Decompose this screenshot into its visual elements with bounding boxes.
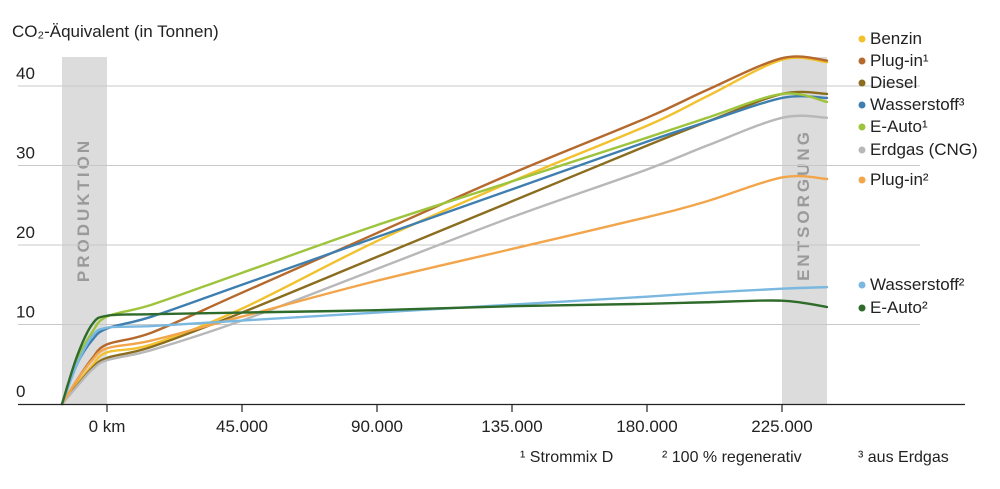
legend-label: E-Auto²	[870, 298, 928, 317]
legend-item: Wasserstoff³	[858, 95, 965, 114]
series-line-diesel	[60, 90, 829, 406]
x-axis-ticks: 0 km 45.000 90.000 135.000 180.000 225.000	[89, 404, 813, 436]
legend-item: Benzin	[858, 29, 922, 48]
legend-label: Plug-in¹	[870, 51, 929, 70]
y-tick-label: 30	[16, 144, 35, 163]
legend-marker	[858, 176, 866, 184]
legend-marker	[858, 281, 866, 289]
legend-label: E-Auto¹	[870, 117, 928, 136]
y-axis-label: CO₂-Äquivalent (in Tonnen)	[12, 22, 219, 41]
x-tick-label: 0 km	[89, 417, 126, 436]
y-tick-label: 0	[16, 382, 25, 401]
legend: Benzin Plug-in¹ Diesel Wasserstoff³ E-Auto¹ E…	[858, 29, 978, 317]
y-tick-label: 40	[16, 64, 35, 83]
legend-marker	[858, 57, 866, 65]
legend-marker	[858, 304, 866, 312]
band-label-produktion: PRODUKTION	[74, 138, 93, 282]
legend-marker	[858, 79, 866, 87]
series-lines	[60, 55, 829, 406]
legend-marker	[858, 35, 866, 43]
y-tick-label: 20	[16, 223, 35, 242]
shaded-bands: PRODUKTION ENTSORGUNG	[62, 57, 827, 404]
series-line-e-auto-	[60, 299, 829, 406]
band-label-entsorgung: ENTSORGUNG	[794, 129, 813, 281]
legend-item: Plug-in¹	[858, 51, 929, 70]
legend-label: Wasserstoff²	[870, 275, 965, 294]
y-axis-ticks: 0 10 20 30 40	[16, 64, 35, 401]
x-tick-label: 135.000	[481, 417, 542, 436]
y-tick-label: 10	[16, 303, 35, 322]
legend-item: E-Auto¹	[858, 117, 928, 136]
x-tick-label: 90.000	[351, 417, 403, 436]
x-tick-label: 45.000	[216, 417, 268, 436]
legend-marker	[858, 146, 866, 154]
legend-label: Erdgas (CNG)	[870, 140, 978, 159]
series-line-benzin	[60, 56, 829, 406]
legend-marker	[858, 123, 866, 131]
legend-label: Wasserstoff³	[870, 95, 965, 114]
x-tick-label: 225.000	[751, 417, 812, 436]
series-line-erdgas-cng-	[60, 114, 829, 406]
legend-item: Wasserstoff²	[858, 275, 965, 294]
legend-item: Plug-in²	[858, 170, 929, 189]
legend-label: Plug-in²	[870, 170, 929, 189]
legend-marker	[858, 101, 866, 109]
footnote-erdgas: ³ aus Erdgas	[858, 449, 949, 466]
legend-item: E-Auto²	[858, 298, 928, 317]
series-line-e-auto-	[60, 92, 829, 406]
series-line-plug-in-	[60, 174, 829, 406]
series-line-wasserstoff-	[60, 285, 829, 406]
footnote-strommix: ¹ Strommix D	[520, 449, 613, 466]
x-tick-label: 180.000	[616, 417, 677, 436]
series-line-wasserstoff-	[60, 94, 829, 406]
footnote-regenerativ: ² 100 % regenerativ	[662, 449, 802, 466]
legend-item: Erdgas (CNG)	[858, 140, 978, 159]
legend-label: Diesel	[870, 73, 917, 92]
legend-item: Diesel	[858, 73, 917, 92]
legend-label: Benzin	[870, 29, 922, 48]
